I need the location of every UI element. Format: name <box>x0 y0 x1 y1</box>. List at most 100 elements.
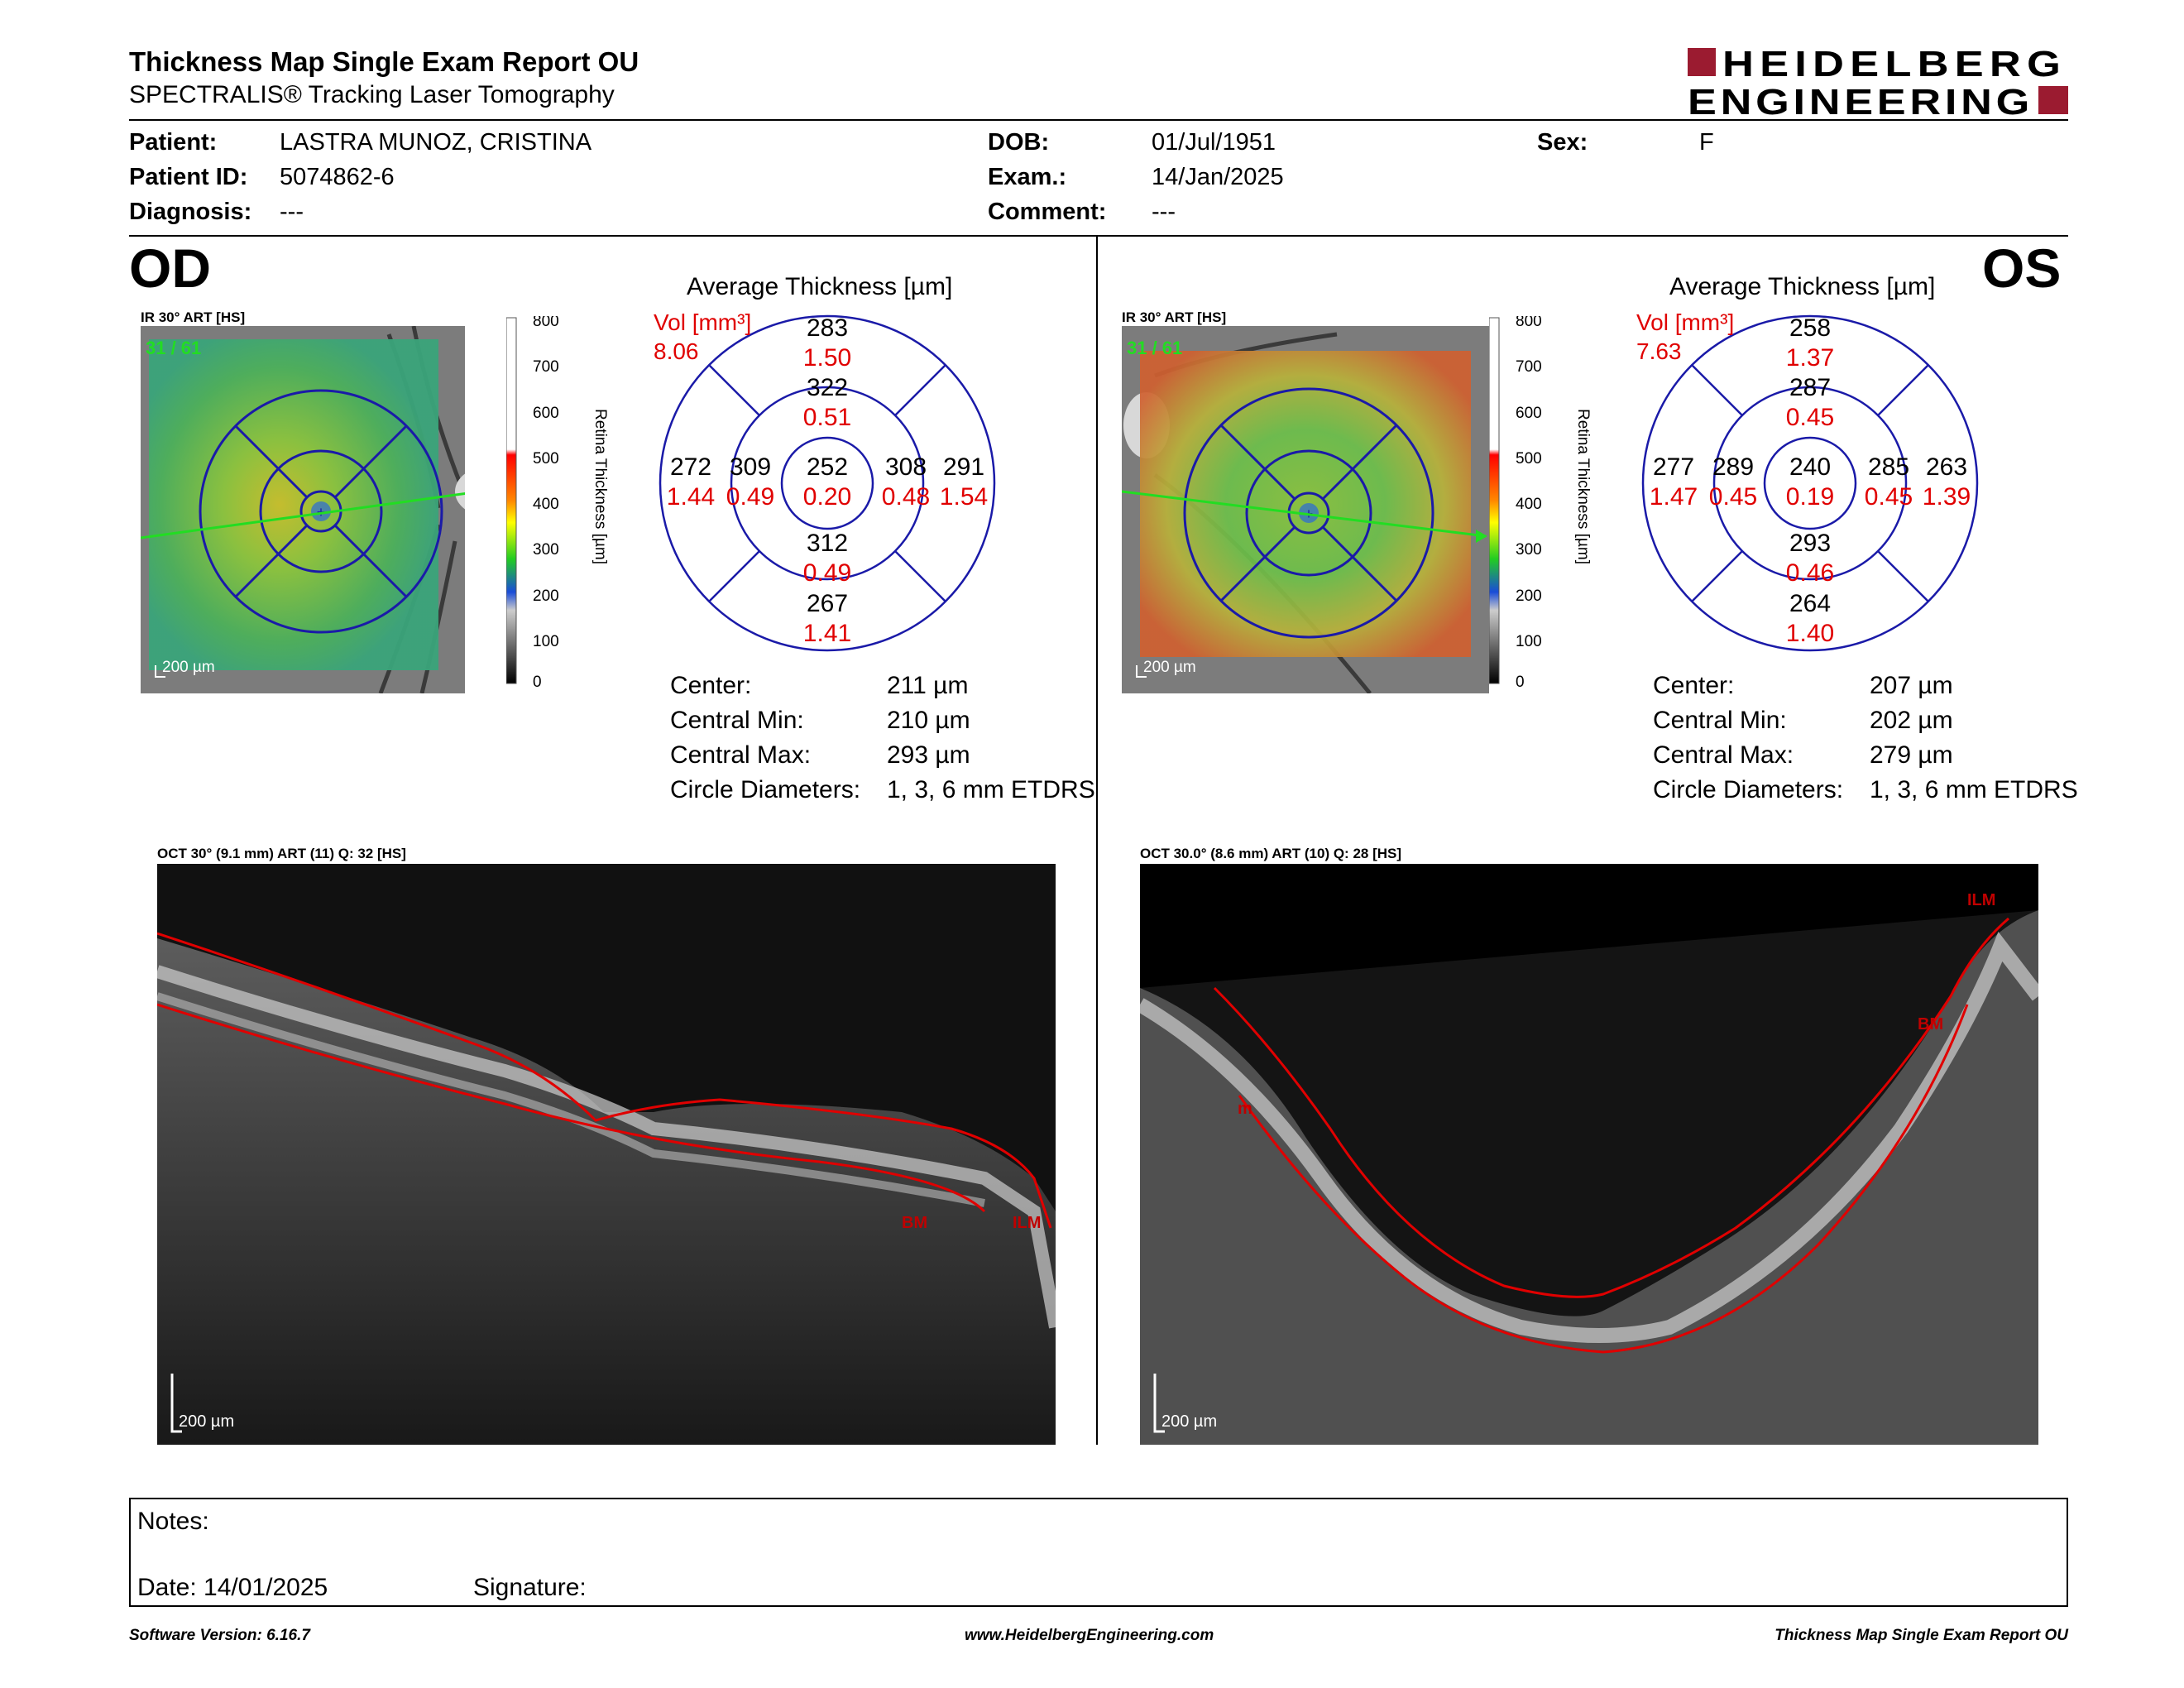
report-title: Thickness Map Single Exam Report OU <box>129 46 639 77</box>
od-inner-right-volume: 0.48 <box>882 483 930 511</box>
od-outer-top-thickness: 283 <box>807 314 848 342</box>
os-cbar-tick-700: 700 <box>1516 358 1542 376</box>
os-oct-m-label: m <box>1238 1100 1252 1118</box>
os-cbar-tick-100: 100 <box>1516 633 1542 650</box>
os-oct-image: ILM BM m 200 µm <box>1136 864 2045 1445</box>
od-oct-title: OCT 30° (9.1 mm) ART (11) Q: 32 [HS] <box>157 846 406 861</box>
os-colorbar: 800 700 600 500 400 300 200 100 0 Retina… <box>1488 313 1597 691</box>
od-outer-bottom-volume: 1.41 <box>803 620 851 647</box>
os-inner-right-thickness: 285 <box>1868 453 1909 481</box>
os-oct-bm-label: BM <box>1918 1015 1943 1033</box>
os-cbar-tick-200: 200 <box>1516 587 1542 605</box>
od-inner-left-thickness: 309 <box>730 453 771 481</box>
od-cbar-tick-700: 700 <box>533 358 559 376</box>
sex-value: F <box>1699 129 1714 156</box>
os-outer-bottom-thickness: 264 <box>1789 590 1831 617</box>
os-cbar-tick-0: 0 <box>1516 674 1525 688</box>
od-outer-bottom-thickness: 267 <box>807 590 848 617</box>
os-vol-label: Vol [mm³] <box>1636 309 1734 335</box>
os-avg-title: Average Thickness [µm] <box>1669 273 1936 300</box>
os-outer-right-volume: 1.39 <box>1923 483 1971 511</box>
os-vol-value: 7.63 <box>1636 338 1682 364</box>
logo-line1: HEIDELBERG <box>1722 45 2067 84</box>
od-cbar-tick-300: 300 <box>533 541 559 559</box>
os-oct-title: OCT 30.0° (8.6 mm) ART (10) Q: 28 [HS] <box>1140 846 1402 861</box>
os-diam-value: 1, 3, 6 mm ETDRS <box>1870 776 2078 803</box>
os-max-value: 279 µm <box>1870 741 1953 769</box>
os-outer-top-thickness: 258 <box>1789 314 1831 342</box>
sex-label: Sex: <box>1537 129 1588 156</box>
od-center-volume: 0.20 <box>803 483 851 511</box>
patient-id-label: Patient ID: <box>129 164 248 190</box>
notes-box[interactable]: Notes: Date: 14/01/2025 Signature: <box>129 1498 2068 1607</box>
od-oct-ilm-label: ILM <box>1013 1214 1041 1232</box>
os-outer-top-volume: 1.37 <box>1786 344 1834 372</box>
logo-line2: ENGINEERING <box>1688 82 2033 117</box>
eye-divider <box>1096 237 1098 1445</box>
od-oct-image: BM ILM 200 µm <box>155 864 1062 1445</box>
os-center-thickness: 240 <box>1789 453 1831 481</box>
od-outer-right-volume: 1.54 <box>940 483 988 511</box>
od-eye-label: OD <box>129 237 211 299</box>
exam-value: 14/Jan/2025 <box>1152 164 1284 190</box>
os-inner-left-volume: 0.45 <box>1709 483 1757 511</box>
os-etdrs-grid: Vol [mm³] 7.63 258 1.37 287 0.45 240 0.1… <box>1612 301 1992 657</box>
os-center-value: 207 µm <box>1870 672 1953 699</box>
os-min-label: Central Min: <box>1653 707 1787 734</box>
od-fundus-image: + 31 / 61 200 µm <box>140 325 521 694</box>
os-outer-left-thickness: 277 <box>1653 453 1694 481</box>
od-outer-right-thickness: 291 <box>943 453 984 481</box>
os-inner-top-thickness: 287 <box>1789 374 1831 401</box>
os-ir-title: IR 30° ART [HS] <box>1122 309 1227 325</box>
os-scan-counter: 31 / 61 <box>1127 338 1182 358</box>
od-ir-title: IR 30° ART [HS] <box>141 309 246 325</box>
od-outer-top-volume: 1.50 <box>803 344 851 372</box>
od-etdrs-grid: Vol [mm³] 8.06 283 1.50 322 0.51 252 0.2… <box>629 301 1009 657</box>
od-cbar-tick-500: 500 <box>533 450 559 468</box>
od-inner-bottom-volume: 0.49 <box>803 559 851 587</box>
dob-value: 01/Jul/1951 <box>1152 129 1276 156</box>
os-inner-top-volume: 0.45 <box>1786 404 1834 431</box>
od-diam-label: Circle Diameters: <box>670 776 861 803</box>
od-oct-bm-label: BM <box>902 1214 927 1232</box>
od-cbar-tick-0: 0 <box>533 674 542 688</box>
os-cbar-tick-300: 300 <box>1516 541 1542 559</box>
od-cbar-tick-600: 600 <box>533 405 559 422</box>
od-max-label: Central Max: <box>670 741 812 769</box>
od-inner-right-thickness: 308 <box>885 453 927 481</box>
od-fundus-scale: 200 µm <box>162 659 215 676</box>
os-oct-ilm-label: ILM <box>1967 891 1995 909</box>
os-fundus-scale: 200 µm <box>1143 659 1196 676</box>
os-outer-bottom-volume: 1.40 <box>1786 620 1834 647</box>
os-fundus-image: + 31 / 61 200 µm <box>1121 326 1489 695</box>
diagnosis-label: Diagnosis: <box>129 199 252 225</box>
date-label: Date: 14/01/2025 <box>137 1574 328 1601</box>
od-center-value: 211 µm <box>887 672 969 699</box>
od-diam-value: 1, 3, 6 mm ETDRS <box>887 776 1095 803</box>
od-inner-top-thickness: 322 <box>807 374 848 401</box>
od-vol-value: 8.06 <box>654 338 699 364</box>
website-link[interactable]: www.HeidelbergEngineering.com <box>965 1627 1214 1644</box>
patient-label: Patient: <box>129 129 218 156</box>
signature-label: Signature: <box>473 1574 587 1601</box>
od-center-label: Center: <box>670 672 752 699</box>
od-vol-label: Vol [mm³] <box>654 309 751 335</box>
os-outer-right-thickness: 263 <box>1926 453 1967 481</box>
od-avg-title: Average Thickness [µm] <box>687 273 953 300</box>
od-min-value: 210 µm <box>887 707 970 734</box>
os-inner-bottom-thickness: 293 <box>1789 530 1831 557</box>
od-cbar-tick-800: 800 <box>533 316 559 330</box>
od-outer-left-thickness: 272 <box>670 453 711 481</box>
od-max-value: 293 µm <box>887 741 970 769</box>
exam-label: Exam.: <box>988 164 1067 190</box>
os-cbar-tick-800: 800 <box>1516 316 1542 330</box>
os-diam-label: Circle Diameters: <box>1653 776 1844 803</box>
software-version: Software Version: 6.16.7 <box>129 1627 310 1644</box>
os-eye-label: OS <box>1982 237 2062 299</box>
od-cbar-tick-100: 100 <box>533 633 559 650</box>
os-min-value: 202 µm <box>1870 707 1953 734</box>
od-center-thickness: 252 <box>807 453 848 481</box>
od-cbar-label: Retina Thickness [µm] <box>592 409 609 564</box>
os-inner-left-thickness: 289 <box>1712 453 1754 481</box>
os-cbar-label: Retina Thickness [µm] <box>1574 409 1592 564</box>
